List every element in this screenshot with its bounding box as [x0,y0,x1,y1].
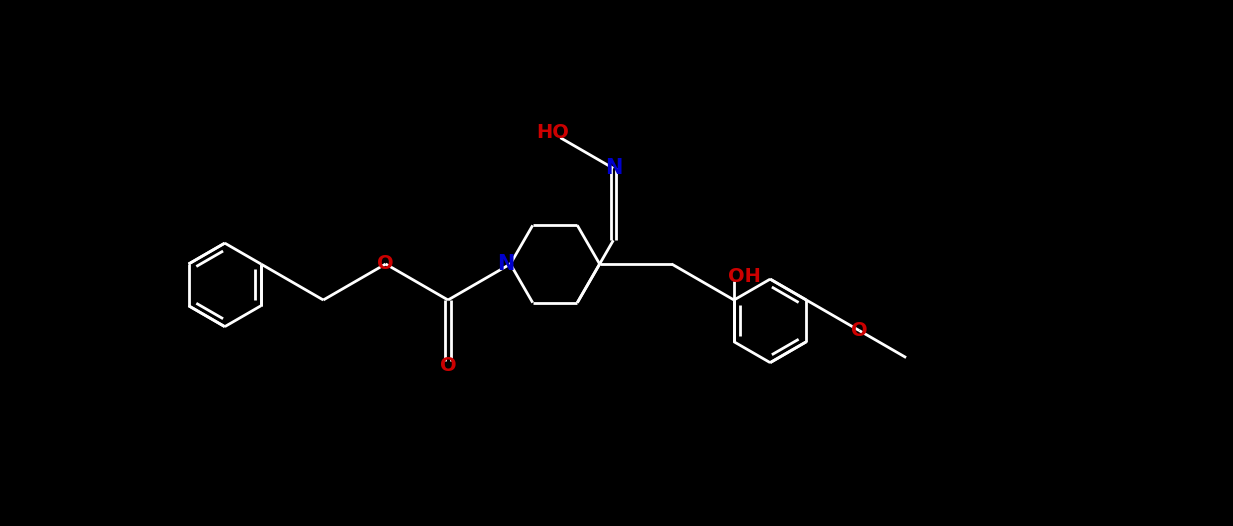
Text: N: N [604,158,621,178]
Text: O: O [377,255,395,274]
Text: O: O [440,356,456,375]
Text: HO: HO [536,123,568,142]
Text: OH: OH [727,267,761,286]
Text: N: N [497,254,514,274]
Text: O: O [851,321,868,340]
